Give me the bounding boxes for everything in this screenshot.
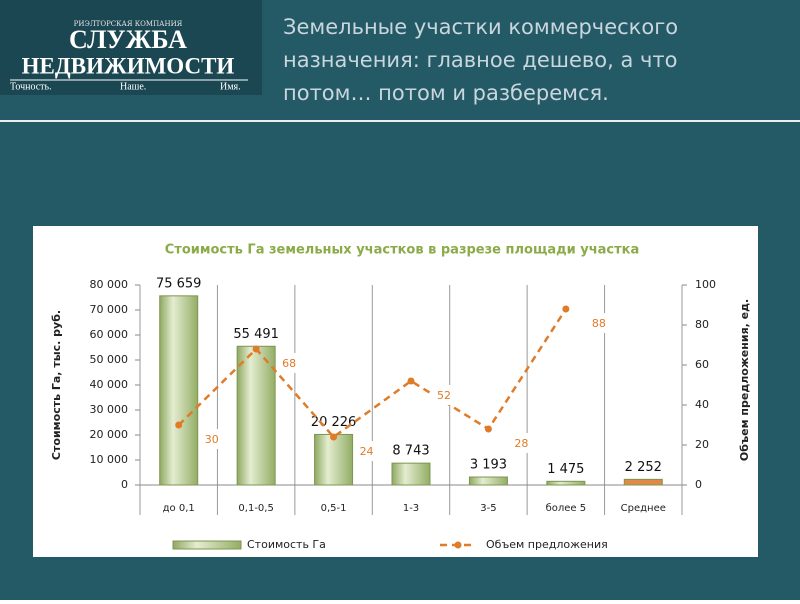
x-tick-label: более 5 <box>546 503 587 514</box>
line-value-label: 88 <box>592 317 606 330</box>
y2-axis-label: Объем предложения, ед. <box>738 299 751 461</box>
y2-tick-label: 60 <box>695 358 709 371</box>
legend-label: Стоимость Га <box>247 538 326 551</box>
y2-tick-label: 40 <box>695 398 709 411</box>
bar <box>391 462 431 486</box>
logo-motto: Точность. <box>10 81 52 92</box>
line-value-label: 24 <box>360 445 374 458</box>
legend-marker <box>454 541 462 549</box>
line-marker <box>330 433 338 441</box>
y2-tick-label: 20 <box>695 438 709 451</box>
bar <box>236 345 276 486</box>
y2-tick-label: 100 <box>695 278 716 291</box>
x-tick-label: 1-3 <box>403 503 419 514</box>
bar-value-label: 3 193 <box>470 458 507 473</box>
logo-name: НЕДВИЖИМОСТИ <box>22 53 235 78</box>
bar-value-label: 2 252 <box>625 460 662 475</box>
line-label-box <box>432 385 456 405</box>
x-tick-label: до 0,1 <box>163 503 195 514</box>
line-label-box <box>199 429 224 449</box>
logo-motto: Имя. <box>220 81 241 92</box>
line-label-box <box>509 433 534 453</box>
x-tick-label: 0,5-1 <box>321 503 347 514</box>
y-tick-label: 70 000 <box>90 303 129 316</box>
bar-value-label: 20 226 <box>311 415 357 430</box>
line-value-label: 52 <box>437 389 451 402</box>
y-tick-label: 10 000 <box>90 453 129 466</box>
legend-swatch <box>172 540 242 550</box>
line-value-label: 68 <box>282 357 296 370</box>
line <box>177 308 567 439</box>
logo-motto: Наше. <box>120 81 146 92</box>
bar <box>468 476 508 486</box>
line-label-box <box>586 313 611 333</box>
y2-tick-label: 80 <box>695 318 709 331</box>
y2-tick-label: 0 <box>695 478 702 491</box>
line-marker <box>562 305 570 313</box>
bar <box>314 433 354 486</box>
line-label-box <box>354 441 379 461</box>
line-value-label: 30 <box>205 433 219 446</box>
y-tick-label: 0 <box>121 478 128 491</box>
y-axis-label: Стоимость Га, тыс. руб. <box>50 310 63 460</box>
logo-box <box>0 0 262 95</box>
line-marker <box>252 345 260 353</box>
logo-tagline: РИЭЛТОРСКАЯ КОМПАНИЯ <box>74 20 183 28</box>
slide-title: назначения: главное дешево, а что <box>283 48 678 72</box>
y-tick-label: 40 000 <box>90 378 129 391</box>
y-tick-label: 50 000 <box>90 353 129 366</box>
logo-name: СЛУЖБА <box>69 25 187 54</box>
line-value-label: 28 <box>514 437 528 450</box>
bar <box>546 480 586 486</box>
y-tick-label: 60 000 <box>90 328 129 341</box>
line-marker <box>484 425 492 433</box>
slide-title: потом… потом и разберемся. <box>283 81 609 105</box>
line-marker <box>175 421 183 429</box>
chart-title: Стоимость Га земельных участков в разрез… <box>165 243 640 258</box>
y-tick-label: 80 000 <box>90 278 129 291</box>
bar-value-label: 8 743 <box>392 444 429 459</box>
bar <box>623 478 663 486</box>
bar <box>159 295 199 486</box>
legend-label: Объем предложения <box>486 538 608 551</box>
line-label-box <box>277 353 302 373</box>
x-tick-label: Среднее <box>621 503 666 514</box>
x-tick-label: 3-5 <box>480 503 496 514</box>
line-marker <box>407 377 415 385</box>
y-tick-label: 30 000 <box>90 403 129 416</box>
x-tick-label: 0,1-0,5 <box>238 503 273 514</box>
bar-value-label: 1 475 <box>547 462 584 477</box>
y-tick-label: 20 000 <box>90 428 129 441</box>
bar-value-label: 55 491 <box>233 327 279 342</box>
bar-value-label: 75 659 <box>156 276 202 291</box>
slide-title: Земельные участки коммерческого <box>283 15 678 39</box>
